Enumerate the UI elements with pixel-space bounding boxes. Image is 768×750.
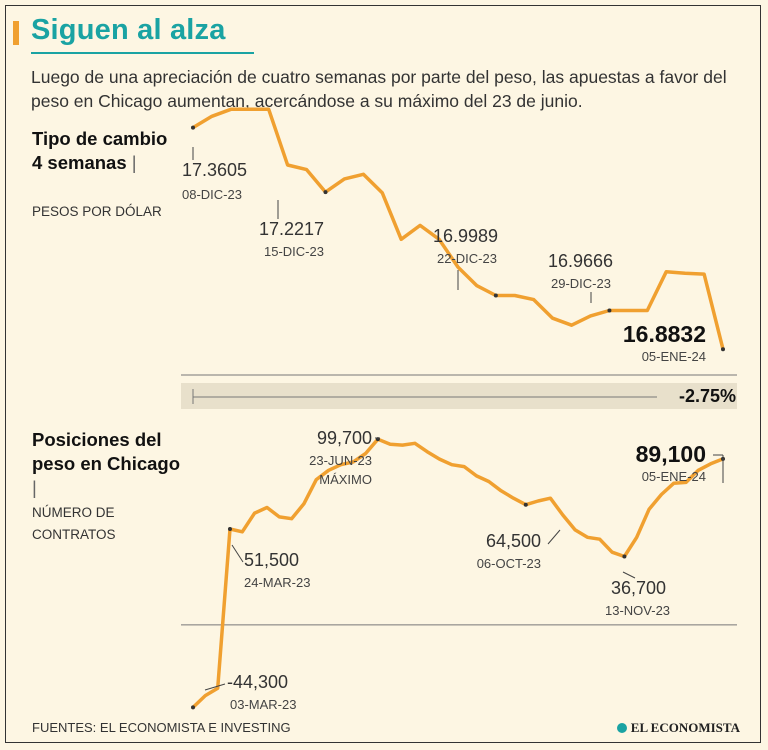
fx-value-label: 17.3605 xyxy=(182,160,248,180)
chicago-value-label: 36,700 xyxy=(611,578,667,598)
source-note: FUENTES: EL ECONOMISTA E INVESTING xyxy=(32,720,291,735)
chicago-point-marker xyxy=(523,502,528,507)
fx-last-date-label: 05-ENE-24 xyxy=(641,349,706,364)
frame xyxy=(5,5,761,743)
chicago-date-label: 23-JUN-23 xyxy=(309,453,372,468)
fx-date-label: 29-DIC-23 xyxy=(551,276,611,291)
fx-value-label: 17.2217 xyxy=(259,219,325,239)
chicago-leader-line xyxy=(547,529,561,545)
title-accent-bar xyxy=(13,21,19,45)
fx-value-label: 16.9666 xyxy=(548,251,614,271)
fx-date-label: 15-DIC-23 xyxy=(264,244,324,259)
chicago-value-label: -44,300 xyxy=(227,672,289,692)
chicago-date-label: 03-MAR-23 xyxy=(230,697,297,712)
fx-section-title: Tipo de cambio 4 semanas | xyxy=(32,128,168,173)
page-title: Siguen al alza xyxy=(31,14,226,46)
subtitle: Luego de una apreciación de cuatro seman… xyxy=(31,67,727,111)
fx-date-label: 08-DIC-23 xyxy=(182,187,242,202)
brand-logo: EL ECONOMISTA xyxy=(616,720,740,736)
chicago-max-note: MÁXIMO xyxy=(319,472,372,487)
chicago-value-label: 99,700 xyxy=(316,428,372,448)
chicago-last-date-label: 05-ENE-24 xyxy=(641,469,706,484)
chicago-title-text: Posiciones del peso en Chicago xyxy=(32,429,181,474)
fx-point-marker xyxy=(721,347,725,352)
chicago-date-label: 06-OCT-23 xyxy=(476,556,541,571)
fx-section-unit: PESOS POR DÓLAR xyxy=(32,204,162,219)
fx-title-text: Tipo de cambio 4 semanas xyxy=(32,128,168,173)
fx-point-marker xyxy=(607,308,612,313)
fx-point-marker xyxy=(323,190,328,195)
chicago-point-marker xyxy=(622,554,627,559)
title-underline xyxy=(31,52,254,54)
chicago-date-label: 24-MAR-23 xyxy=(244,575,311,590)
fx-change-value: -2.75% xyxy=(678,386,736,406)
chicago-series-line xyxy=(191,437,725,710)
chicago-value-label: 64,500 xyxy=(485,531,541,551)
chicago-value-label: 51,500 xyxy=(244,550,300,570)
chicago-date-label: 13-NOV-23 xyxy=(605,603,671,618)
chicago-leader-line xyxy=(204,683,226,691)
chicago-section-title: Posiciones del peso en Chicago | xyxy=(32,429,181,498)
brand-name: EL ECONOMISTA xyxy=(630,720,740,735)
chicago-leader-line xyxy=(231,544,244,563)
fx-point-marker xyxy=(493,293,498,298)
chicago-point-marker xyxy=(191,705,195,710)
chicago-last-value-label: 89,100 xyxy=(635,441,706,467)
brand-icon xyxy=(616,723,627,733)
change-bar xyxy=(181,383,737,409)
fx-point-marker xyxy=(191,125,195,130)
fx-date-label: 22-DIC-23 xyxy=(437,251,497,266)
chicago-leader-line xyxy=(622,571,636,579)
chicago-section-unit: NÚMERO DE CONTRATOS xyxy=(32,505,116,542)
fx-last-value-label: 16.8832 xyxy=(622,321,706,347)
chicago-point-marker xyxy=(227,526,232,531)
fx-series-line xyxy=(191,107,725,351)
fx-value-label: 16.9989 xyxy=(433,226,499,246)
